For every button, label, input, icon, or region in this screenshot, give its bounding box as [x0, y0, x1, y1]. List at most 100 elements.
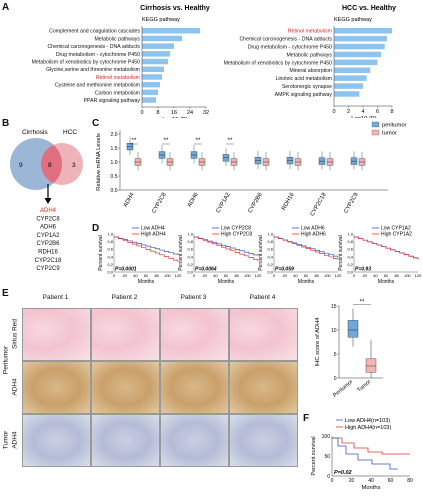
patient-header: Patient 1 [42, 294, 69, 301]
f-x-tick: 80 [407, 478, 413, 484]
d-p-value: P=0.0001 [115, 267, 137, 273]
tissue-adh4-peritumor [229, 361, 298, 414]
kegg-tick-label: 2 [347, 109, 350, 115]
c-legend-swatch [371, 121, 380, 128]
kegg-bar [142, 81, 160, 88]
venn-gene-item: CYP2C9 [36, 266, 60, 272]
d-x-tick: 60 [144, 273, 149, 278]
kegg-bar [334, 43, 385, 50]
venn-overlap [41, 143, 62, 185]
kegg-bar [334, 35, 387, 42]
c-sig-mark: ** [132, 138, 137, 144]
d-y-tick: 1.0 [347, 232, 353, 237]
c-y-label: Relative mRNA Levels [96, 133, 102, 191]
venn-arrow-head [44, 198, 52, 204]
c-tick-label: 0.0 [111, 188, 118, 194]
d-p-value: P=0.0064 [195, 267, 217, 273]
e-box-tick-label: 15 [331, 304, 337, 310]
d-y-tick: 0.6 [187, 247, 193, 252]
d-curve-high [274, 236, 339, 261]
kegg-pathway-label: Metabolism of xenobiotics by cytochrome … [224, 60, 333, 66]
kegg-x-label: -Log10 (P) [160, 117, 187, 118]
f-x-label: Months [361, 485, 380, 491]
c-sig-mark: ** [228, 138, 233, 144]
kegg-bar [142, 66, 164, 72]
d-x-tick: 120 [335, 273, 342, 278]
e-box-sig: ** [360, 300, 365, 306]
f-y-tick: 50 [324, 454, 330, 460]
d-x-tick: 40 [213, 273, 218, 278]
d-x-tick: 120 [415, 273, 422, 278]
tissue-adh4-tumor [91, 414, 160, 467]
kegg-pathway-label: Glycine,serine and threonine metabolism [46, 67, 140, 73]
venn-gene-item: ADH6 [40, 225, 57, 231]
kegg-bar [334, 59, 378, 66]
kegg-bar [142, 28, 200, 34]
kegg-x-label: -Log10 (P) [349, 116, 376, 118]
d-y-tick: 1.0 [107, 232, 113, 237]
d-y-tick: 0.8 [107, 239, 113, 244]
d-x-tick: 80 [314, 273, 319, 278]
c-sig-mark: ** [164, 138, 169, 144]
kegg-pathway-label: Metabolic pathways [286, 52, 332, 58]
f-x-tick: 60 [388, 478, 394, 484]
d-curve-high [194, 236, 259, 261]
f-curve-low [332, 437, 398, 470]
d-legend-low: Low CYP1A2 [381, 226, 411, 232]
d-y-tick: 0.2 [107, 262, 113, 267]
patient-header: Patient 4 [249, 294, 276, 301]
kegg-bar [334, 75, 367, 81]
d-x-tick: 20 [202, 273, 207, 278]
d-x-tick: 60 [224, 273, 229, 278]
e-box-y-label: IHC score of ADH4 [315, 317, 321, 367]
f-y-label: Percent survival [311, 436, 317, 475]
tissue-sirius-red [160, 308, 229, 361]
d-x-tick: 0 [273, 273, 276, 278]
f-y-tick: 100 [322, 434, 331, 440]
d-y-tick: 0.8 [347, 239, 353, 244]
e-box-group-label: Tumor [356, 379, 372, 394]
d-y-tick: 0.0 [107, 270, 113, 275]
f-legend-low: Low ADH4(n=103) [345, 418, 390, 424]
d-y-label: Percent survival [258, 235, 264, 271]
d-x-tick: 100 [404, 273, 411, 278]
f-y-tick: 0 [327, 474, 330, 480]
d-x-tick: 80 [234, 273, 239, 278]
kegg-bar [334, 67, 371, 73]
kegg-bar [142, 43, 174, 49]
kegg-pathway-label: Metabolic pathways [94, 36, 140, 42]
d-x-tick: 20 [122, 273, 127, 278]
venn-gene-item: ADH4 [40, 208, 57, 214]
kegg-title: HCC vs. Healthy [342, 5, 396, 12]
d-y-tick: 0.0 [187, 270, 193, 275]
d-y-tick: 0.6 [347, 247, 353, 252]
row-group-peritumor: Peritumor [2, 345, 10, 375]
f-x-tick: 40 [368, 478, 374, 484]
row-stain-label: ADH4 [11, 377, 19, 396]
d-x-tick: 20 [282, 273, 287, 278]
kegg-pathway-label: Drug metabolism - cytochrome P450 [56, 52, 140, 58]
venn-gene-item: CYP2B6 [36, 241, 60, 247]
tissue-adh4-tumor [229, 414, 298, 467]
c-sig-mark: ** [196, 138, 201, 144]
kegg-tick-label: 0 [140, 110, 143, 116]
d-x-tick: 80 [394, 273, 399, 278]
row-stain-label: Sirius Red [11, 318, 19, 349]
kegg-pathway-label: Chemical carcinogenesis - DNA adducts [47, 44, 140, 50]
d-y-tick: 0.4 [187, 254, 193, 259]
d-curve-high [354, 236, 419, 260]
c-gene-label: ADH4 [123, 191, 136, 208]
patient-header: Patient 3 [180, 294, 207, 301]
row-stain-label: ADH4 [11, 430, 19, 449]
e-box-tumor [365, 358, 377, 373]
d-x-tick: 100 [324, 273, 331, 278]
d-x-label: Months [378, 279, 395, 285]
kegg-pathway-label: Metabolism of xenobiotics by cytochrome … [32, 60, 141, 66]
d-x-label: Months [298, 279, 315, 285]
d-x-tick: 20 [362, 273, 367, 278]
kegg-tick-label: 8 [390, 109, 393, 115]
c-tick-label: 1.5 [111, 146, 118, 152]
c-legend-label: peritumor [382, 123, 407, 129]
kegg-tick-label: 32 [203, 110, 209, 116]
